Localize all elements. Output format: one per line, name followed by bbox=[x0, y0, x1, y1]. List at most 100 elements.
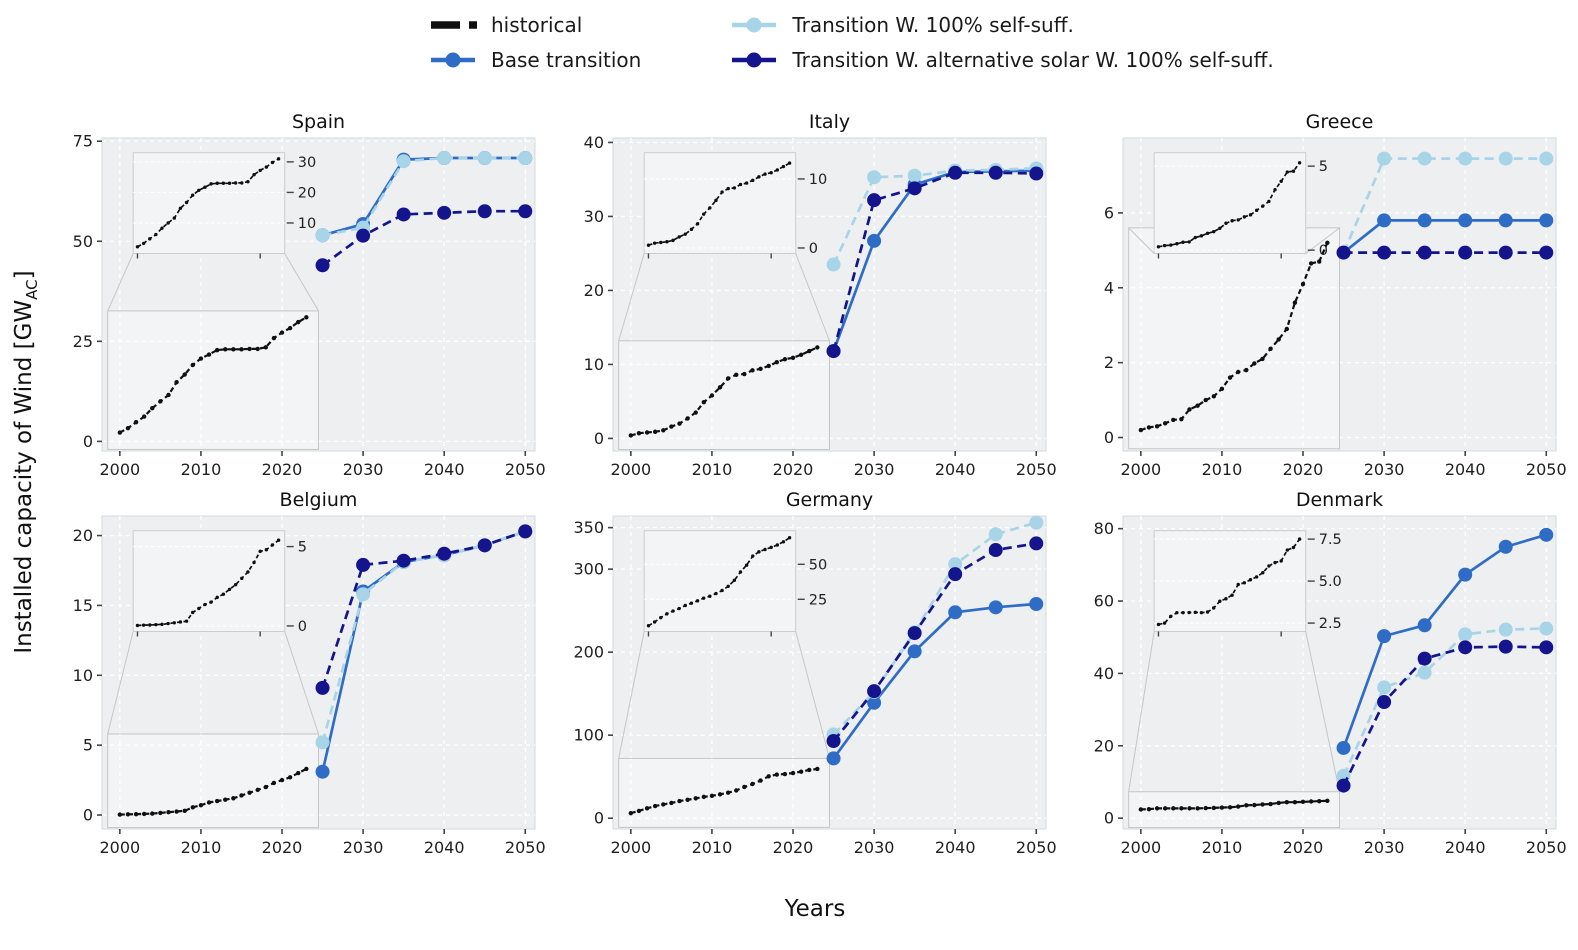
y-tick-label: 0 bbox=[83, 432, 93, 451]
series-base-transition bbox=[826, 597, 1044, 766]
y-tick-label: 2 bbox=[1104, 353, 1114, 372]
svg-text:0: 0 bbox=[809, 241, 818, 257]
historical-line bbox=[1140, 242, 1329, 432]
inset-source-region bbox=[1128, 227, 1341, 450]
x-tick-label: 2050 bbox=[1016, 460, 1057, 479]
x-tick-label: 2030 bbox=[343, 838, 384, 857]
x-tick-label: 2010 bbox=[181, 838, 222, 857]
x-tick-label: 2010 bbox=[692, 460, 733, 479]
panel-title: Spain bbox=[292, 111, 345, 133]
inset-box bbox=[643, 152, 797, 254]
y-tick-label: 10 bbox=[73, 666, 93, 685]
inset-source-region bbox=[1128, 791, 1341, 829]
legend-label: Transition W. 100% self-suff. bbox=[792, 13, 1074, 37]
y-tick-label: 60 bbox=[1094, 592, 1114, 611]
x-tick-label: 2000 bbox=[99, 838, 140, 857]
x-tick-label: 2030 bbox=[343, 460, 384, 479]
legend-item-base-transition: Base transition bbox=[428, 47, 641, 73]
legend-label: Base transition bbox=[491, 48, 642, 72]
self-sufficient-line-icon bbox=[732, 17, 777, 33]
svg-text:0: 0 bbox=[298, 619, 307, 635]
legend: historical Base transition Transition W.… bbox=[428, 12, 1274, 73]
y-tick-label: 25 bbox=[73, 332, 93, 351]
y-tick-label: 5 bbox=[83, 736, 93, 755]
x-tick-label: 2030 bbox=[854, 460, 895, 479]
legend-item-self-sufficient: Transition W. 100% self-suff. bbox=[729, 12, 1273, 38]
series-transition-w-alternative-solar-w-100-self-suff- bbox=[315, 204, 533, 273]
svg-text:30: 30 bbox=[298, 155, 316, 171]
y-tick-label: 20 bbox=[584, 281, 604, 300]
inset-historical-line bbox=[1158, 162, 1301, 248]
inset-source-region bbox=[618, 757, 831, 828]
y-tick-label: 0 bbox=[1104, 809, 1114, 828]
y-tick-label: 20 bbox=[73, 526, 93, 545]
x-tick-label: 2040 bbox=[935, 838, 976, 857]
y-tick-label: 10 bbox=[584, 355, 604, 374]
svg-text:10: 10 bbox=[298, 216, 316, 232]
inset-box bbox=[132, 152, 286, 254]
svg-text:5: 5 bbox=[298, 540, 307, 556]
x-tick-label: 2010 bbox=[692, 838, 733, 857]
x-tick-label: 2050 bbox=[1016, 838, 1057, 857]
x-tick-label: 2020 bbox=[773, 838, 814, 857]
panel-title: Belgium bbox=[280, 489, 358, 511]
y-tick-label: 0 bbox=[83, 806, 93, 825]
x-tick-label: 2040 bbox=[424, 460, 465, 479]
y-tick-label: 350 bbox=[573, 518, 604, 537]
x-tick-label: 2010 bbox=[1202, 460, 1243, 479]
y-tick-label: 40 bbox=[1094, 664, 1114, 683]
legend-label: Transition W. alternative solar W. 100% … bbox=[792, 48, 1274, 72]
x-tick-label: 2020 bbox=[262, 838, 303, 857]
svg-text:10: 10 bbox=[809, 172, 827, 188]
y-tick-label: 200 bbox=[573, 643, 604, 662]
y-tick-label: 75 bbox=[73, 132, 93, 151]
x-tick-label: 2030 bbox=[1364, 460, 1405, 479]
inset-box bbox=[643, 530, 797, 632]
x-tick-label: 2050 bbox=[1526, 460, 1567, 479]
svg-text:50: 50 bbox=[809, 557, 827, 573]
x-tick-label: 2040 bbox=[424, 838, 465, 857]
inset-source-region bbox=[107, 310, 320, 450]
y-tick-label: 0 bbox=[594, 429, 604, 448]
x-tick-label: 2000 bbox=[1120, 460, 1161, 479]
x-tick-label: 2050 bbox=[1526, 838, 1567, 857]
legend-item-historical: historical bbox=[428, 12, 641, 38]
y-tick-label: 300 bbox=[573, 560, 604, 579]
svg-text:20: 20 bbox=[298, 185, 316, 201]
series-transition-w-alternative-solar-w-100-self-suff- bbox=[826, 536, 1044, 748]
panel-title: Italy bbox=[809, 111, 850, 133]
y-tick-label: 80 bbox=[1094, 519, 1114, 538]
series-transition-w-alternative-solar-w-100-self-suff- bbox=[315, 524, 533, 695]
x-tick-label: 2020 bbox=[1283, 838, 1324, 857]
x-axis-label: Years bbox=[784, 896, 846, 922]
y-tick-label: 50 bbox=[73, 232, 93, 251]
y-tick-label: 4 bbox=[1104, 278, 1114, 297]
historical-line bbox=[1140, 799, 1328, 811]
x-tick-label: 2040 bbox=[935, 460, 976, 479]
x-tick-label: 2010 bbox=[1202, 838, 1243, 857]
x-tick-label: 2020 bbox=[773, 460, 814, 479]
x-tick-label: 2040 bbox=[1445, 460, 1486, 479]
legend-item-alt-solar: Transition W. alternative solar W. 100% … bbox=[729, 47, 1274, 73]
y-tick-label: 15 bbox=[73, 596, 93, 615]
legend-label: historical bbox=[491, 13, 583, 37]
x-tick-label: 2000 bbox=[1120, 838, 1161, 857]
y-axis-label: Installed capacity of Wind [GWAC] bbox=[11, 270, 41, 654]
svg-text:7.5: 7.5 bbox=[1319, 532, 1342, 548]
x-tick-label: 2020 bbox=[1283, 460, 1324, 479]
svg-text:25: 25 bbox=[809, 592, 827, 608]
inset-box bbox=[132, 530, 286, 632]
y-tick-label: 0 bbox=[1104, 428, 1114, 447]
x-tick-label: 2000 bbox=[610, 838, 651, 857]
x-tick-label: 2000 bbox=[99, 460, 140, 479]
panel-title: Denmark bbox=[1296, 489, 1383, 511]
panel-title: Germany bbox=[786, 489, 873, 511]
series-transition-w-100-self-suff- bbox=[315, 151, 533, 243]
y-tick-label: 100 bbox=[573, 726, 604, 745]
x-tick-label: 2050 bbox=[505, 460, 546, 479]
y-tick-label: 20 bbox=[1094, 736, 1114, 755]
